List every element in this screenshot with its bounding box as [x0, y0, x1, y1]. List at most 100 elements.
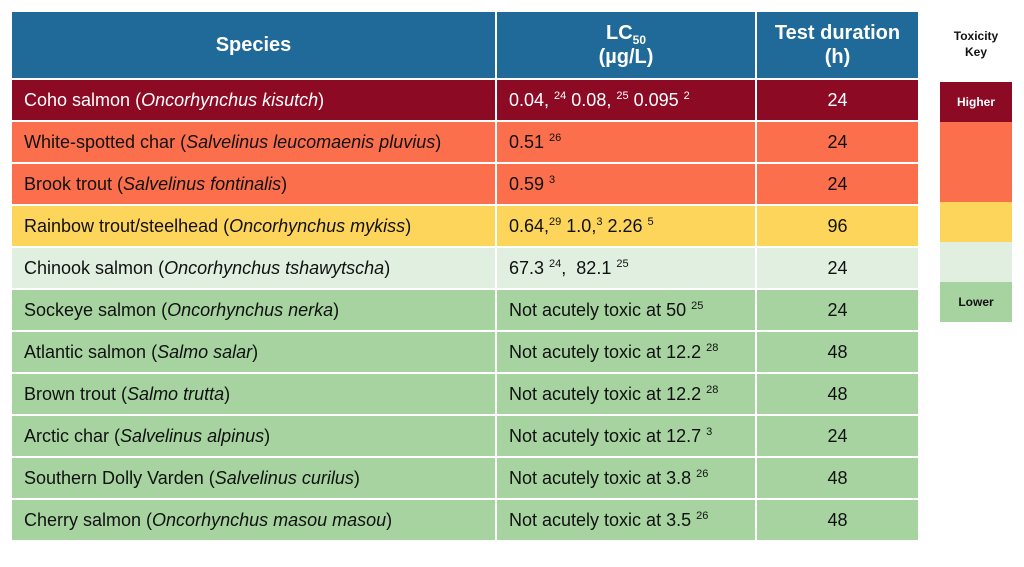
- species-common-name: Chinook salmon: [24, 257, 154, 278]
- species-latin-name: Salvelinus leucomaenis pluvius: [186, 131, 436, 152]
- lc50-reference: 3: [596, 215, 603, 228]
- table-row: Brown trout (Salmo trutta) Not acutely to…: [10, 372, 920, 416]
- species-cell: Chinook salmon (Oncorhynchus tshawytscha…: [10, 246, 497, 290]
- lc50-value: 1.0,: [561, 215, 597, 236]
- toxicity-key-segment: Lower: [940, 282, 1012, 322]
- species-common-name: Cherry salmon: [24, 509, 142, 530]
- species-cell: White-spotted char (Salvelinus leucomaen…: [10, 120, 497, 164]
- lc50-reference: 25: [691, 299, 704, 312]
- lc50-cell: Not acutely toxic at 12.7 3: [495, 414, 757, 458]
- species-latin-name: Oncorhynchus nerka: [167, 299, 334, 320]
- lc50-reference: 28: [706, 341, 719, 354]
- duration-cell: 24: [755, 78, 920, 122]
- species-latin-name: Oncorhynchus mykiss: [229, 215, 406, 236]
- lc50-reference: 24: [554, 89, 567, 102]
- species-latin-name: Salvelinus curilus: [214, 467, 354, 488]
- lc50-reference: 26: [696, 467, 709, 480]
- lc50-cell: Not acutely toxic at 12.2 28: [495, 372, 757, 416]
- lc50-value: 0.08,: [566, 89, 617, 110]
- lc50-reference: 26: [696, 509, 709, 522]
- lc50-reference: 3: [549, 173, 556, 186]
- header-row: Species LC50 (µg/L) Test duration (h): [10, 10, 920, 80]
- lc50-cell: 0.04, 24 0.08, 25 0.095 2: [495, 78, 757, 122]
- species-latin-name: Salmo trutta: [127, 383, 225, 404]
- species-common-name: Coho salmon: [24, 89, 131, 110]
- duration-cell: 24: [755, 246, 920, 290]
- header-lc50-unit: (µg/L): [598, 46, 654, 68]
- lc50-reference: 25: [616, 257, 629, 270]
- duration-cell: 96: [755, 204, 920, 248]
- toxicity-key-segment: [940, 162, 1012, 202]
- duration-cell: 48: [755, 372, 920, 416]
- lc50-reference: 5: [647, 215, 654, 228]
- table-row: Cherry salmon (Oncorhynchus masou masou)…: [10, 498, 920, 542]
- species-common-name: Southern Dolly Varden: [24, 467, 204, 488]
- lc50-value: Not acutely toxic at 3.5: [509, 509, 697, 530]
- lc50-cell: Not acutely toxic at 3.5 26: [495, 498, 757, 542]
- species-cell: Brook trout (Salvelinus fontinalis): [10, 162, 497, 206]
- species-cell: Cherry salmon (Oncorhynchus masou masou): [10, 498, 497, 542]
- toxicity-key-segment: Higher: [940, 82, 1012, 122]
- header-duration-main: Test duration: [774, 22, 901, 44]
- lc50-value: Not acutely toxic at 12.2: [509, 383, 707, 404]
- table-row: Arctic char (Salvelinus alpinus) Not acut…: [10, 414, 920, 458]
- header-species: Species: [10, 10, 497, 80]
- lc50-value: 67.3: [509, 257, 550, 278]
- table-row: Southern Dolly Varden (Salvelinus curilu…: [10, 456, 920, 500]
- lc50-cell: Not acutely toxic at 12.2 28: [495, 330, 757, 374]
- header-duration-unit: (h): [824, 46, 851, 68]
- table-row: Rainbow trout/steelhead (Oncorhynchus my…: [10, 204, 920, 248]
- duration-cell: 24: [755, 162, 920, 206]
- lc50-value: Not acutely toxic at 3.8: [509, 467, 697, 488]
- lc50-cell: 0.64,29 1.0,3 2.26 5: [495, 204, 757, 248]
- lc50-reference: 28: [706, 383, 719, 396]
- lc50-reference: 25: [616, 89, 629, 102]
- table-row: Brook trout (Salvelinus fontinalis) 0.59 …: [10, 162, 920, 206]
- lc50-cell: 67.3 24, 82.1 25: [495, 246, 757, 290]
- lc50-reference: 29: [549, 215, 562, 228]
- toxicity-key-title: Toxicity Key: [953, 29, 999, 59]
- duration-cell: 48: [755, 330, 920, 374]
- lc50-value: 2.26: [602, 215, 648, 236]
- species-latin-name: Salvelinus fontinalis: [123, 173, 282, 194]
- toxicity-key-segment: [940, 242, 1012, 282]
- species-latin-name: Oncorhynchus kisutch: [141, 89, 319, 110]
- header-lc50-main: LC: [605, 22, 633, 44]
- species-latin-name: Oncorhynchus tshawytscha: [164, 257, 385, 278]
- species-cell: Brown trout (Salmo trutta): [10, 372, 497, 416]
- lc50-value: Not acutely toxic at 12.2: [509, 341, 707, 362]
- duration-cell: 24: [755, 288, 920, 332]
- table-body: Coho salmon (Oncorhynchus kisutch) 0.04, …: [10, 78, 920, 542]
- species-common-name: Rainbow trout/steelhead: [24, 215, 219, 236]
- species-common-name: White-spotted char: [24, 131, 176, 152]
- species-latin-name: Oncorhynchus masou masou: [152, 509, 387, 530]
- table-row: Coho salmon (Oncorhynchus kisutch) 0.04, …: [10, 78, 920, 122]
- species-cell: Arctic char (Salvelinus alpinus): [10, 414, 497, 458]
- toxicity-key-segment: [940, 122, 1012, 162]
- lc50-value: 0.51: [509, 131, 550, 152]
- lc50-cell: Not acutely toxic at 3.8 26: [495, 456, 757, 500]
- species-common-name: Brook trout: [24, 173, 113, 194]
- species-cell: Southern Dolly Varden (Salvelinus curilu…: [10, 456, 497, 500]
- lc50-cell: 0.59 3: [495, 162, 757, 206]
- species-latin-name: Salmo salar: [157, 341, 253, 362]
- lc50-reference: 24: [549, 257, 562, 270]
- lc50-value: 0.64,: [509, 215, 550, 236]
- lc50-reference: 3: [706, 425, 713, 438]
- species-cell: Coho salmon (Oncorhynchus kisutch): [10, 78, 497, 122]
- duration-cell: 24: [755, 414, 920, 458]
- lc50-value: Not acutely toxic at 50: [509, 299, 692, 320]
- toxicity-key-segment: [940, 202, 1012, 242]
- lc50-reference: 26: [549, 131, 562, 144]
- lc50-value: 0.59: [509, 173, 550, 194]
- species-common-name: Arctic char: [24, 425, 110, 446]
- duration-cell: 24: [755, 120, 920, 164]
- species-cell: Atlantic salmon (Salmo salar): [10, 330, 497, 374]
- header-duration: Test duration (h): [755, 10, 920, 80]
- header-lc50-sub: 50: [632, 33, 647, 47]
- lc50-value: 0.095: [628, 89, 684, 110]
- species-common-name: Atlantic salmon: [24, 341, 147, 362]
- table-row: Sockeye salmon (Oncorhynchus nerka) Not a…: [10, 288, 920, 332]
- species-common-name: Brown trout: [24, 383, 117, 404]
- species-cell: Rainbow trout/steelhead (Oncorhynchus my…: [10, 204, 497, 248]
